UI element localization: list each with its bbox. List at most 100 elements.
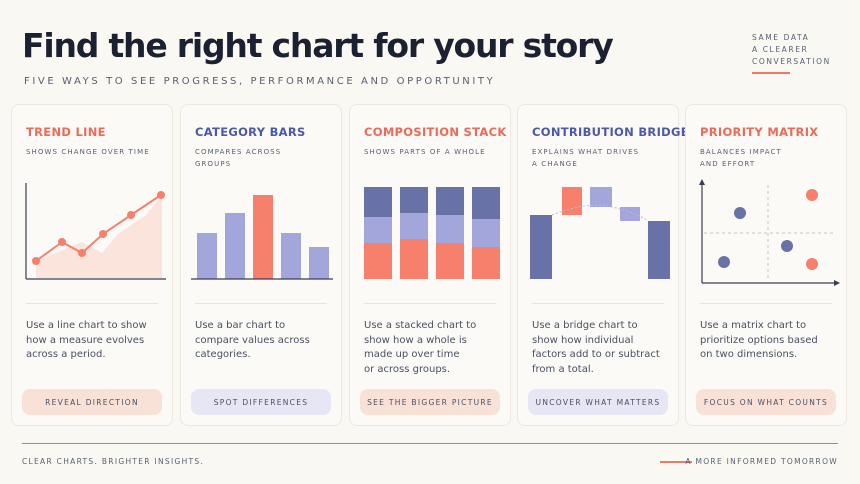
card-divider [532, 303, 664, 304]
card-body: Use a line chart to show how a measure e… [26, 319, 166, 363]
matrix-point [806, 189, 818, 201]
matrix-point [734, 207, 746, 219]
stack-column [400, 187, 428, 279]
line-chart-line [35, 194, 162, 262]
card-description-line: A CHANGE [532, 160, 578, 168]
line-chart-icon [25, 183, 166, 280]
footer-tagline-right: A MORE INFORMED TOMORROW [685, 457, 838, 466]
stack-segment [364, 187, 392, 217]
card-body: Use a stacked chart to show how a whole … [364, 319, 504, 377]
bridge-start-bar [530, 215, 552, 279]
stack-segment [472, 247, 500, 279]
card-body-line: on two dimensions. [700, 349, 798, 360]
card-divider [195, 303, 327, 304]
corner-tagline: SAME DATA A CLEARER CONVERSATION [752, 32, 831, 68]
stack-segment [436, 215, 464, 243]
card-contribution-bridge: CONTRIBUTION BRIDGE EXPLAINS WHAT DRIVES… [517, 104, 689, 426]
stacked-bar-chart-icon [364, 187, 500, 279]
card-description-line: BALANCES IMPACT [700, 148, 782, 156]
bar-chart-icon [191, 195, 333, 280]
card-description-line: SHOWS CHANGE OVER TIME [26, 148, 150, 156]
page-title: Find the right chart for your story [22, 26, 614, 65]
card-title: PRIORITY MATRIX [700, 125, 819, 139]
card-description-line: SHOWS PARTS OF A WHOLE [364, 148, 486, 156]
card-body-line: show how a whole is [364, 334, 467, 346]
card-body-line: from a total. [532, 363, 594, 375]
pill-spot-differences[interactable]: SPOT DIFFERENCES [191, 389, 331, 415]
bridge-chart-icon [530, 187, 670, 279]
stack-segment [400, 213, 428, 239]
pill-focus-on-what-counts[interactable]: FOCUS ON WHAT COUNTS [696, 389, 836, 415]
stack-column [472, 187, 500, 279]
y-axis-arrow [699, 179, 705, 185]
card-composition-stack: COMPOSITION STACK SHOWS PARTS OF A WHOLE… [349, 104, 511, 426]
card-body-line: show how individual [532, 334, 634, 346]
footer-accent-rule [660, 461, 692, 463]
card-body-line: Use a stacked chart to [364, 320, 477, 331]
bridge-step-bar [562, 187, 582, 215]
card-description-line: GROUPS [195, 160, 232, 168]
stack-segment [436, 243, 464, 279]
card-body-line: how a measure evolves [26, 334, 145, 346]
card-divider [364, 303, 496, 304]
line-chart-point [157, 191, 165, 199]
card-body-line: factors add to or subtract [532, 349, 660, 360]
stack-segment [472, 187, 500, 219]
bar [197, 233, 217, 279]
card-description: BALANCES IMPACT AND EFFORT [700, 146, 840, 170]
bar [225, 213, 245, 279]
bar [309, 247, 329, 279]
stack-segment [400, 187, 428, 213]
corner-line: A CLEARER [752, 45, 809, 54]
card-body-line: Use a matrix chart to [700, 320, 807, 331]
card-description: COMPARES ACROSS GROUPS [195, 146, 335, 170]
matrix-point [806, 258, 818, 270]
card-category-bars: CATEGORY BARS COMPARES ACROSS GROUPS Use… [180, 104, 342, 426]
card-body-line: across a period. [26, 349, 106, 360]
pill-uncover-what-matters[interactable]: UNCOVER WHAT MATTERS [528, 389, 668, 415]
card-description: EXPLAINS WHAT DRIVES A CHANGE [532, 146, 672, 170]
stack-segment [364, 217, 392, 243]
line-chart-point [127, 211, 135, 219]
line-chart-point [78, 249, 86, 257]
bridge-step-bar [620, 207, 640, 221]
card-body-line: Use a bridge chart to [532, 320, 638, 331]
line-chart-point [32, 257, 40, 265]
card-title: CATEGORY BARS [195, 125, 306, 139]
stack-segment [436, 187, 464, 215]
stack-column [436, 187, 464, 279]
card-body-line: Use a line chart to show [26, 320, 147, 331]
card-description-line: COMPARES ACROSS [195, 148, 282, 156]
footer-divider [22, 443, 838, 444]
card-body-line: compare values across [195, 334, 310, 346]
bridge-connector [551, 204, 649, 222]
stack-segment [400, 239, 428, 279]
bridge-end-bar [648, 221, 670, 279]
card-description: SHOWS CHANGE OVER TIME [26, 146, 166, 158]
matrix-point [781, 240, 793, 252]
pill-see-the-bigger-picture[interactable]: SEE THE BIGGER PICTURE [360, 389, 500, 415]
bridge-step-bar [590, 187, 612, 207]
line-chart-point [99, 230, 107, 238]
line-chart-area [36, 195, 162, 278]
card-body-line: or across groups. [364, 363, 451, 375]
card-trend-line: TREND LINE SHOWS CHANGE OVER TIME Use a … [11, 104, 173, 426]
card-body-line: Use a bar chart to [195, 320, 286, 331]
corner-line: CONVERSATION [752, 57, 831, 66]
card-title: COMPOSITION STACK [364, 125, 507, 139]
pill-reveal-direction[interactable]: REVEAL DIRECTION [22, 389, 162, 415]
x-axis-arrow [834, 280, 840, 286]
card-body-line: prioritize options based [700, 334, 818, 346]
footer-tagline-left: CLEAR CHARTS. BRIGHTER INSIGHTS. [22, 457, 205, 466]
card-priority-matrix: PRIORITY MATRIX BALANCES IMPACT AND EFFO… [685, 104, 847, 426]
corner-accent-rule [752, 72, 790, 74]
stack-segment [472, 219, 500, 247]
matrix-chart-icon [699, 179, 840, 286]
stack-column [364, 187, 392, 279]
card-body: Use a bridge chart to show how individua… [532, 319, 672, 377]
card-body: Use a bar chart to compare values across… [195, 319, 335, 363]
card-divider [26, 303, 158, 304]
line-chart-point [58, 238, 66, 246]
card-body: Use a matrix chart to prioritize options… [700, 319, 840, 363]
card-body-line: categories. [195, 349, 251, 360]
